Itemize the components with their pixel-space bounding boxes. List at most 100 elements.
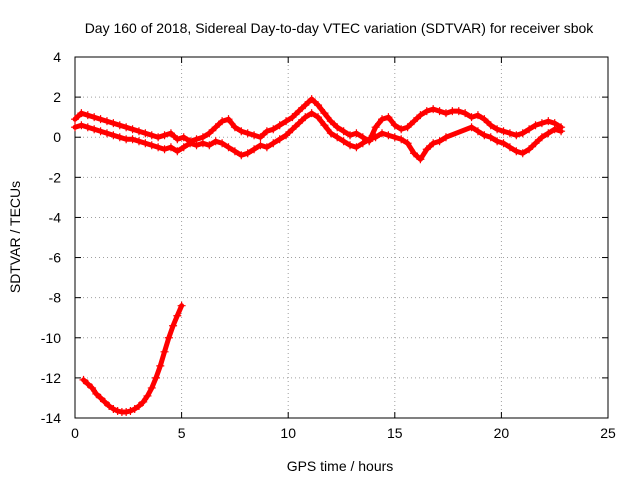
data-point: [173, 135, 182, 144]
data-point: [92, 389, 101, 398]
data-point: [384, 113, 393, 122]
data-point: [544, 129, 553, 138]
x-tick-label: 20: [494, 425, 510, 441]
data-point: [83, 379, 92, 388]
data-point: [378, 115, 387, 124]
data-point: [314, 113, 323, 122]
data-point: [499, 139, 508, 148]
data-point: [130, 404, 139, 413]
data-point: [397, 125, 406, 134]
axis-ticks: 0 5 10 15 20 25 -14 -12 -10 -8 -6 -4 -2 0 2 4: [41, 49, 616, 441]
data-point: [186, 139, 195, 148]
data-point: [128, 125, 137, 134]
data-point: [166, 143, 175, 152]
data-point: [326, 117, 335, 126]
data-point: [262, 143, 271, 152]
data-point: [314, 101, 323, 110]
data-point: [505, 129, 514, 138]
data-point: [557, 127, 566, 136]
x-tick-label: 0: [71, 425, 79, 441]
data-point: [307, 109, 316, 118]
x-tick-label: 25: [600, 425, 616, 441]
data-point: [134, 137, 143, 146]
data-point: [256, 141, 265, 150]
data-point: [339, 127, 348, 136]
data-point: [102, 117, 111, 126]
chart-title: Day 160 of 2018, Sidereal Day-to-day VTE…: [85, 20, 595, 36]
data-point: [512, 147, 521, 156]
data-point: [326, 129, 335, 138]
data-point: [173, 147, 182, 156]
data-point: [115, 121, 124, 130]
data-point: [307, 95, 316, 104]
data-point: [282, 131, 291, 140]
data-point: [473, 127, 482, 136]
data-point: [128, 135, 137, 144]
data-point: [224, 143, 233, 152]
data-point: [205, 129, 214, 138]
data-point: [454, 107, 463, 116]
data-point: [147, 383, 156, 392]
data-point: [113, 406, 122, 415]
data-point: [262, 127, 271, 136]
data-point: [403, 123, 412, 132]
data-point: [352, 143, 361, 152]
data-point: [122, 123, 131, 132]
data-point: [518, 149, 527, 158]
y-tick-label: 2: [53, 89, 61, 105]
data-point: [179, 143, 188, 152]
data-point: [83, 123, 92, 132]
series-outlier-arc: [79, 301, 186, 416]
data-point: [294, 107, 303, 116]
data-point: [301, 113, 310, 122]
data-point: [275, 121, 284, 130]
data-point: [333, 133, 342, 142]
data-point: [143, 391, 152, 400]
data-point: [269, 125, 278, 134]
data-point: [371, 133, 380, 142]
data-point: [384, 131, 393, 140]
data-point: [429, 105, 438, 114]
y-tick-label: -2: [49, 169, 62, 185]
data-point: [250, 145, 259, 154]
data-point: [237, 151, 246, 160]
data-points: [71, 95, 566, 416]
series-lower-band: [71, 109, 566, 164]
data-point: [282, 117, 291, 126]
y-tick-label: 0: [53, 129, 61, 145]
y-tick-label: -10: [41, 330, 61, 346]
data-point: [166, 129, 175, 138]
data-point: [211, 123, 220, 132]
data-point: [224, 115, 233, 124]
data-point: [115, 133, 124, 142]
y-tick-label: -12: [41, 370, 61, 386]
data-point: [467, 123, 476, 132]
data-point: [365, 135, 374, 144]
data-point: [531, 139, 540, 148]
data-point: [256, 133, 265, 142]
data-point: [346, 131, 355, 140]
plot-frame: [74, 56, 609, 419]
y-tick-label: -8: [49, 290, 62, 306]
data-point: [390, 133, 399, 142]
data-point: [177, 301, 186, 310]
data-point: [134, 127, 143, 136]
data-point: [550, 125, 559, 134]
data-point: [211, 137, 220, 146]
data-point: [83, 111, 92, 120]
data-point: [441, 133, 450, 142]
data-point: [230, 123, 239, 132]
data-point: [205, 141, 214, 150]
data-point: [96, 115, 105, 124]
data-point: [294, 119, 303, 128]
data-point: [499, 127, 508, 136]
data-point: [473, 111, 482, 120]
data-point: [333, 123, 342, 132]
data-point: [346, 141, 355, 150]
data-point: [156, 361, 165, 370]
data-point: [486, 121, 495, 130]
data-point: [243, 129, 252, 138]
data-point: [275, 135, 284, 144]
data-point: [192, 141, 201, 150]
data-point: [397, 135, 406, 144]
